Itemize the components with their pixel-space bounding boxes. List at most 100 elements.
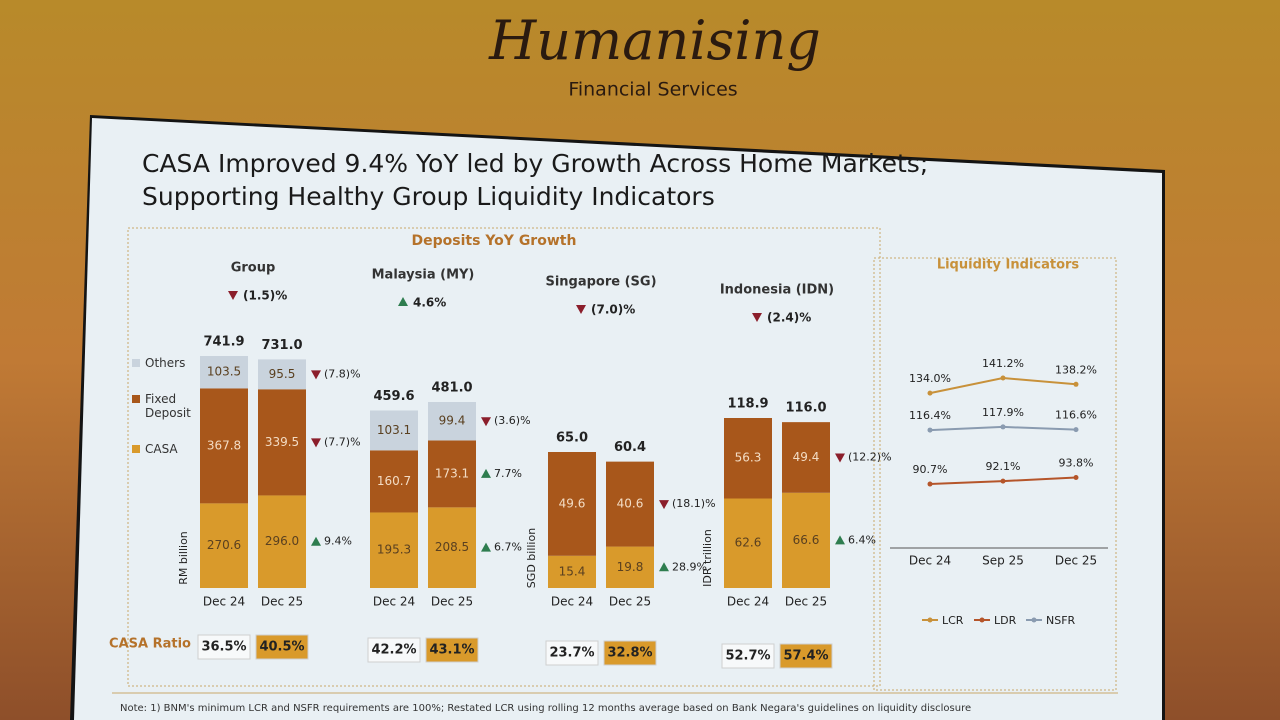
- change-arrow: [659, 500, 669, 510]
- x-tick-label: Dec 25: [261, 595, 303, 609]
- total-label: 65.0: [556, 431, 588, 446]
- change-arrow: [481, 542, 491, 552]
- point: [927, 390, 933, 396]
- value-label: 15.4: [559, 564, 586, 578]
- growth: (7.0)%: [591, 303, 635, 317]
- y-axis-label: SGD billion: [525, 528, 538, 588]
- growth-arrow: [398, 297, 408, 306]
- section-title: Deposits YoY Growth: [412, 233, 577, 249]
- total-label: 60.4: [614, 440, 646, 455]
- legend: Others Fixed Deposit CASA: [132, 356, 198, 456]
- bar-segment: [548, 555, 596, 588]
- change-label: 6.7%: [494, 541, 522, 554]
- ratio-label: CASA Ratio: [109, 637, 191, 652]
- slide-title: Supporting Healthy Group Liquidity Indic…: [142, 182, 715, 211]
- value-label: 19.8: [617, 560, 644, 574]
- casa-ratio: 23.7%: [549, 646, 594, 661]
- ratio-box: [603, 640, 657, 666]
- value-label: 195.3: [377, 543, 411, 557]
- growth: 4.6%: [413, 296, 446, 310]
- point: [1000, 375, 1006, 381]
- chart-title: Malaysia (MY): [372, 268, 475, 283]
- point: [927, 427, 933, 433]
- value-label: 134.0%: [909, 372, 951, 385]
- value-label: 40.6: [617, 497, 644, 511]
- change-arrow: [659, 562, 669, 572]
- value-label: 141.2%: [982, 357, 1024, 370]
- value-label: 92.1%: [986, 460, 1021, 473]
- value-label: 93.8%: [1059, 457, 1094, 470]
- value-label: 116.6%: [1055, 409, 1097, 422]
- total-label: 741.9: [203, 335, 244, 350]
- legend-item: Others: [132, 356, 198, 370]
- chart-title: Group: [231, 261, 276, 276]
- change-label: (12.2)%: [848, 450, 892, 463]
- growth: (2.4)%: [767, 311, 811, 325]
- legend-label: Others: [145, 356, 186, 370]
- bar-segment: [370, 410, 418, 451]
- x-tick-label: Dec 24: [909, 554, 951, 568]
- total-label: 731.0: [261, 338, 302, 353]
- value-label: 173.1: [435, 466, 469, 480]
- value-label: 90.7%: [913, 463, 948, 476]
- total-label: 116.0: [785, 401, 826, 416]
- x-tick-label: Dec 24: [203, 595, 245, 609]
- value-label: 339.5: [265, 435, 299, 449]
- x-tick-label: Dec 24: [551, 595, 593, 609]
- x-tick-label: Dec 25: [609, 595, 651, 609]
- change-arrow: [311, 370, 321, 380]
- change-label: 7.7%: [494, 467, 522, 480]
- x-tick-label: Dec 24: [727, 595, 769, 609]
- casa-ratio: 40.5%: [259, 640, 304, 655]
- bar-segment: [548, 452, 596, 556]
- point: [927, 481, 933, 487]
- value-label: 160.7: [377, 474, 411, 488]
- bar-segment: [200, 503, 248, 588]
- bar-segment: [724, 498, 772, 588]
- bar-segment: [428, 440, 476, 508]
- legend-label: CASA: [145, 442, 178, 456]
- value-label: 62.6: [735, 536, 762, 550]
- ratio-box: [721, 643, 775, 669]
- value-label: 95.5: [269, 367, 296, 381]
- point: [1073, 475, 1079, 481]
- change-label: (7.8)%: [324, 367, 361, 380]
- change-label: 6.4%: [848, 533, 876, 546]
- brand-sub: Financial Services: [568, 79, 737, 101]
- casa-ratio: 43.1%: [429, 643, 474, 658]
- change-arrow: [835, 453, 845, 463]
- bar-segment: [200, 356, 248, 389]
- ratio-box: [255, 634, 309, 660]
- bar-segment: [428, 507, 476, 588]
- value-label: 66.6: [793, 533, 820, 547]
- legend-label: NSFR: [1046, 614, 1076, 627]
- ratio-box: [425, 637, 479, 663]
- value-label: 138.2%: [1055, 363, 1097, 376]
- value-label: 116.4%: [909, 409, 951, 422]
- legend-label: LCR: [942, 614, 964, 627]
- bar-segment: [258, 389, 306, 496]
- x-tick-label: Sep 25: [982, 554, 1024, 568]
- x-tick-label: Dec 25: [785, 595, 827, 609]
- casa-ratio: 42.2%: [371, 643, 416, 658]
- value-label: 103.5: [207, 365, 241, 379]
- change-label: (3.6)%: [494, 414, 531, 427]
- growth-arrow: [752, 313, 762, 322]
- ratio-box: [779, 643, 833, 669]
- bar-segment: [782, 492, 830, 588]
- value-label: 296.0: [265, 534, 299, 548]
- slide-title: CASA Improved 9.4% YoY led by Growth Acr…: [142, 149, 928, 178]
- casa-ratio: 52.7%: [725, 649, 770, 664]
- value-label: 49.6: [559, 496, 586, 510]
- point: [1000, 478, 1006, 484]
- growth-arrow: [228, 291, 238, 300]
- change-arrow: [835, 535, 845, 545]
- value-label: 99.4: [439, 414, 466, 428]
- change-label: (7.7)%: [324, 435, 361, 448]
- y-axis-label: IDR trillion: [701, 529, 714, 587]
- total-label: 459.6: [373, 389, 414, 404]
- legend-item: Fixed Deposit: [132, 392, 198, 420]
- value-label: 117.9%: [982, 406, 1024, 419]
